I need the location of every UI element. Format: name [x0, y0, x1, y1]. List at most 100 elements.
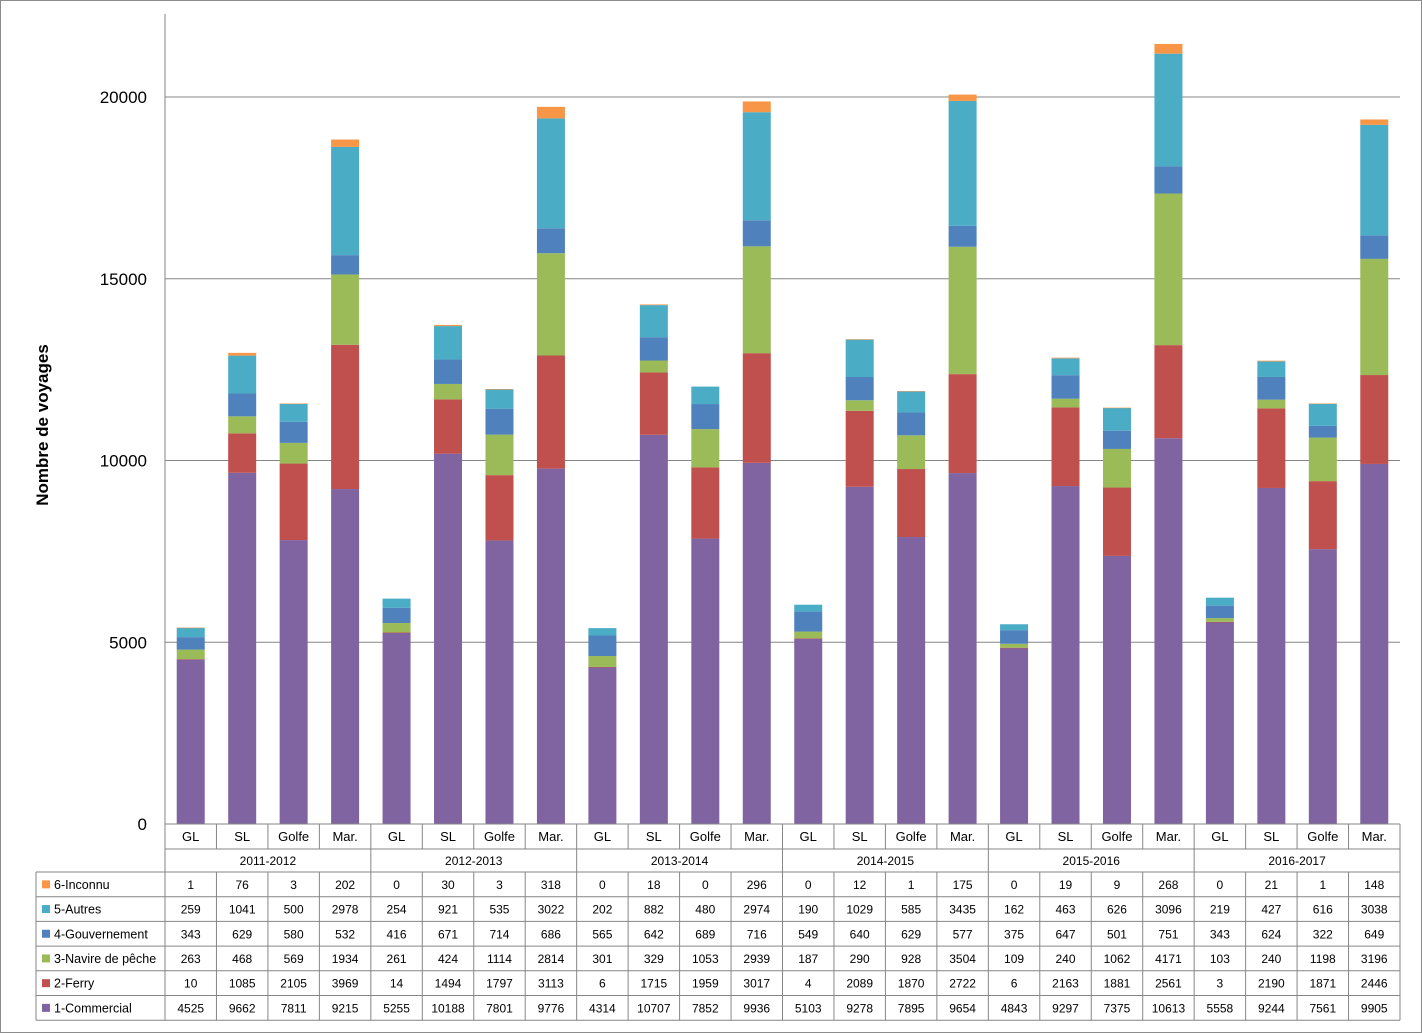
table-cell: 10613	[1152, 1001, 1186, 1015]
legend-label: 6-Inconnu	[54, 878, 110, 892]
table-cell: 30	[441, 878, 455, 892]
gridlines	[165, 96, 1400, 643]
table-cell: 649	[1364, 927, 1384, 941]
table-cell: 5255	[383, 1001, 410, 1015]
table-cell: 4	[805, 977, 812, 991]
table-cell: 9662	[229, 1001, 256, 1015]
bar-segment	[1257, 487, 1286, 824]
table-cell: 532	[335, 927, 355, 941]
table-cell: 9297	[1052, 1001, 1079, 1015]
table-cell: 585	[901, 903, 921, 917]
bar-segment	[794, 638, 823, 824]
table-cell: 5103	[795, 1001, 822, 1015]
bar-segment	[176, 659, 205, 660]
table-cell: 148	[1364, 878, 1384, 892]
table-cell: 5558	[1207, 1001, 1234, 1015]
bar-segment	[588, 667, 617, 824]
table-cell: 3113	[538, 977, 564, 991]
bar-segment	[382, 607, 411, 623]
group-label: 2014-2015	[857, 854, 915, 868]
x-tick-label: Mar.	[744, 829, 769, 844]
x-tick-label: SL	[852, 829, 868, 844]
table-cell: 1114	[487, 952, 512, 966]
table-cell: 0	[805, 878, 812, 892]
bar-segment	[948, 473, 977, 824]
table-cell: 2089	[846, 977, 873, 991]
table-cell: 1	[187, 878, 194, 892]
table-cell: 375	[1004, 927, 1024, 941]
table-cell: 629	[232, 927, 252, 941]
table-cell: 19	[1059, 878, 1073, 892]
bar-segment	[434, 399, 463, 454]
legend-label: 1-Commercial	[54, 1001, 132, 1015]
table-cell: 9215	[332, 1001, 359, 1015]
bar-segment	[279, 403, 308, 422]
bar-segment	[1308, 481, 1337, 550]
bar-segment	[794, 631, 823, 639]
table-cell: 480	[695, 903, 715, 917]
legend-key	[42, 880, 50, 889]
bar-segment	[1051, 358, 1080, 376]
bar-segment	[485, 389, 514, 390]
bar-segment	[228, 472, 257, 824]
bar-segment	[536, 468, 565, 824]
group-label: 2016-2017	[1268, 854, 1326, 868]
table-cell: 9905	[1361, 1001, 1388, 1015]
table-cell: 4314	[589, 1001, 616, 1015]
table-cell: 714	[489, 927, 509, 941]
bar-segment	[1360, 124, 1389, 236]
bar-segment	[1308, 425, 1337, 438]
table-cell: 175	[953, 878, 973, 892]
table-cell: 2446	[1361, 977, 1388, 991]
bar-segment	[897, 391, 926, 413]
table-cell: 2190	[1258, 977, 1285, 991]
bar-segment	[742, 112, 771, 221]
table-cell: 686	[541, 927, 561, 941]
table-cell: 642	[644, 927, 664, 941]
table-cell: 2814	[538, 952, 565, 966]
table-cell: 10	[184, 977, 198, 991]
bar-segment	[897, 469, 926, 538]
table-cell: 500	[284, 903, 304, 917]
x-tick-label: GL	[1211, 829, 1228, 844]
bars	[176, 43, 1389, 824]
table-cell: 14	[390, 977, 404, 991]
table-cell: 343	[1210, 927, 1230, 941]
x-tick-label: Mar.	[332, 829, 357, 844]
x-tick-label: GL	[1005, 829, 1022, 844]
bar-segment	[1257, 408, 1286, 488]
table-cell: 463	[1056, 903, 1076, 917]
bar-segment	[897, 412, 926, 436]
table-cell: 7895	[898, 1001, 925, 1015]
bar-segment	[897, 435, 926, 470]
bar-segment	[639, 304, 668, 306]
table-cell: 4843	[1001, 1001, 1028, 1015]
bar-segment	[639, 305, 668, 338]
bar-segment	[279, 403, 308, 405]
table-cell: 1053	[692, 952, 719, 966]
bar-segment	[948, 246, 977, 375]
table-cell: 2561	[1155, 977, 1182, 991]
table-cell: 3038	[1361, 903, 1388, 917]
bar-segment	[691, 467, 720, 539]
table-cell: 240	[1056, 952, 1076, 966]
bar-segment	[691, 404, 720, 430]
table-cell: 3504	[949, 952, 976, 966]
bar-segment	[536, 118, 565, 229]
legend-key	[42, 979, 50, 988]
table-cell: 3	[1217, 977, 1224, 991]
bar-segment	[434, 324, 463, 327]
bar-segment	[1205, 618, 1234, 622]
table-cell: 616	[1313, 903, 1333, 917]
bar-segment	[1257, 399, 1286, 409]
bar-segment	[228, 416, 257, 434]
bar-segment	[331, 146, 360, 256]
bar-segment	[1000, 647, 1029, 824]
table-cell: 3017	[743, 977, 770, 991]
x-tick-label: GL	[594, 829, 611, 844]
table-cell: 3096	[1155, 903, 1182, 917]
bar-segment	[1257, 376, 1286, 400]
bar-segment	[382, 632, 411, 633]
table-cell: 296	[747, 878, 767, 892]
bar-segment	[536, 355, 565, 469]
